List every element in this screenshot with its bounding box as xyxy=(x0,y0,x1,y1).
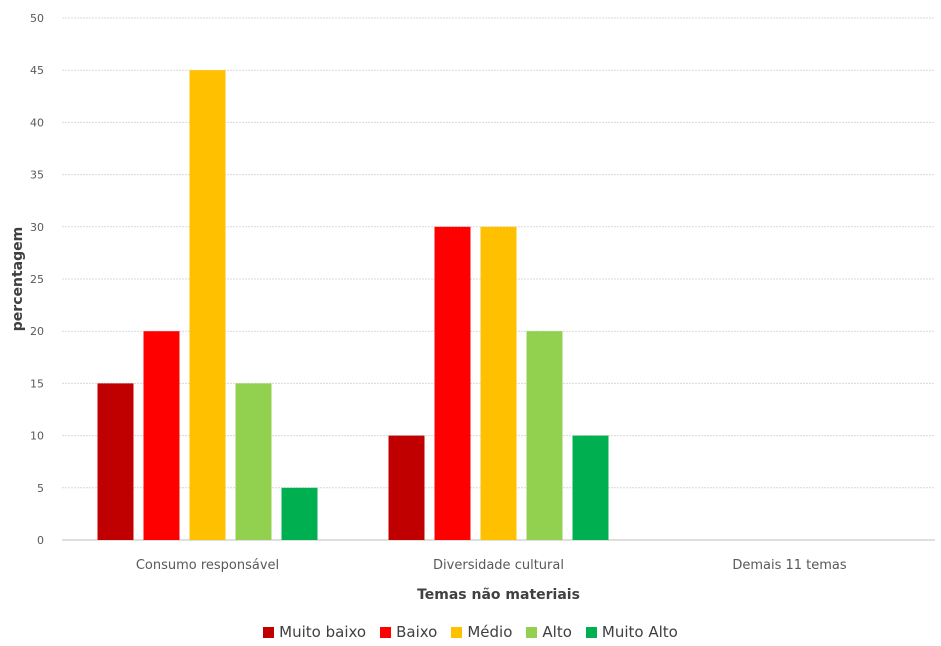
legend-item: Muito baixo xyxy=(263,623,366,641)
x-category-label: Diversidade cultural xyxy=(433,558,564,573)
y-tick-label: 15 xyxy=(30,377,44,390)
legend-label: Muito Alto xyxy=(601,623,678,641)
y-tick-label: 5 xyxy=(37,482,44,495)
x-category-label: Demais 11 temas xyxy=(732,558,847,573)
legend-swatch xyxy=(585,626,597,638)
bar xyxy=(281,487,318,540)
legend-item: Muito Alto xyxy=(585,623,678,641)
legend-swatch xyxy=(451,626,463,638)
bars xyxy=(97,70,609,541)
y-tick-label: 50 xyxy=(30,12,44,25)
legend-swatch xyxy=(380,626,392,638)
legend-label: Médio xyxy=(467,623,513,641)
legend-item: Alto xyxy=(526,623,572,641)
y-axis-title: percentagem xyxy=(10,227,26,331)
bar xyxy=(189,70,226,540)
y-tick-label: 40 xyxy=(30,116,44,129)
legend-label: Baixo xyxy=(396,623,438,641)
legend-label: Alto xyxy=(542,623,572,641)
legend-label: Muito baixo xyxy=(279,623,367,641)
bar xyxy=(143,331,180,540)
x-category-labels: Consumo responsável Diversidade cultural D… xyxy=(136,558,847,573)
y-tick-labels: 0 5 10 15 20 25 30 35 40 45 50 xyxy=(30,12,44,547)
y-tick-label: 10 xyxy=(30,430,44,443)
y-tick-label: 20 xyxy=(30,325,44,338)
legend-swatch xyxy=(263,626,275,638)
bar xyxy=(572,435,609,540)
legend-item: Baixo xyxy=(380,623,437,641)
bar xyxy=(480,226,517,541)
y-tick-label: 0 xyxy=(37,534,44,547)
legend: Muito baixo Baixo Médio Alto Muito Alto xyxy=(0,623,941,641)
y-tick-label: 35 xyxy=(30,169,44,182)
y-tick-label: 45 xyxy=(30,64,44,77)
y-tick-label: 25 xyxy=(30,273,44,286)
x-category-label: Consumo responsável xyxy=(136,558,279,573)
bar xyxy=(97,383,134,540)
x-axis-title: Temas não materiais xyxy=(417,587,580,603)
legend-swatch xyxy=(526,626,538,638)
bar xyxy=(526,331,563,540)
bar xyxy=(235,383,272,540)
legend-item: Médio xyxy=(451,623,512,641)
y-tick-label: 30 xyxy=(30,221,44,234)
bar xyxy=(434,226,471,541)
bar xyxy=(388,435,425,540)
